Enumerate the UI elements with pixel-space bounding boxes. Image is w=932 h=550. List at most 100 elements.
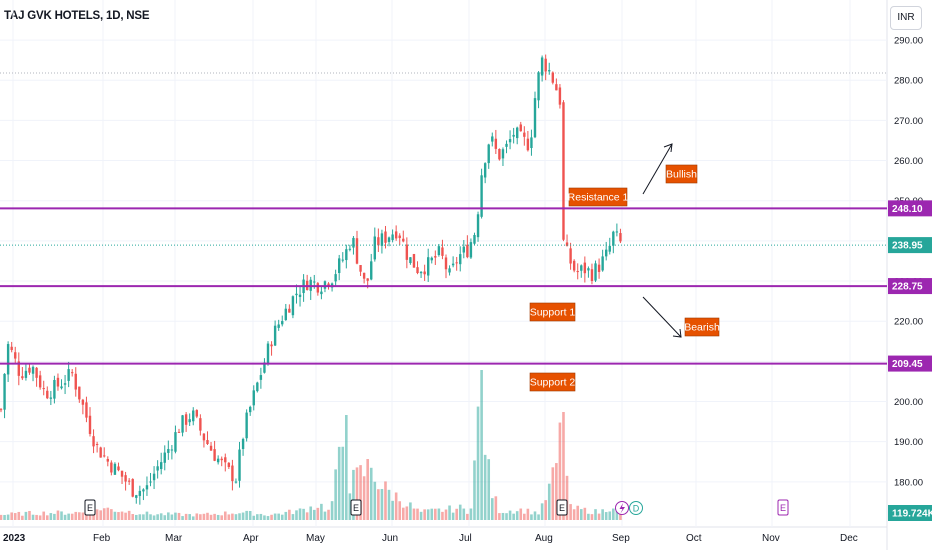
volume-bar — [572, 509, 576, 520]
earnings-marker — [556, 499, 568, 516]
volume-bar — [359, 465, 362, 520]
candle-body — [145, 485, 149, 490]
last-price-tag-bg — [888, 237, 932, 254]
candle-body — [184, 414, 188, 425]
candle-body — [572, 260, 576, 271]
volume-bar — [533, 511, 537, 520]
time-axis[interactable]: 2023 Feb Mar Apr May Jun Jul Aug Sep Oct Nov Dec — [3, 533, 858, 544]
volume-bar — [515, 511, 519, 520]
candle-body — [195, 410, 198, 417]
volume-bar — [231, 513, 234, 520]
volume-bar — [401, 507, 405, 520]
candle-body — [455, 262, 458, 264]
volume-bar — [373, 481, 377, 520]
candle-body — [56, 377, 60, 387]
candle-body — [209, 445, 213, 451]
currency-button[interactable]: INR — [890, 6, 922, 30]
candle-body — [127, 480, 131, 482]
volume-bar — [17, 511, 21, 520]
volume-bar — [434, 508, 437, 520]
candle-body — [291, 296, 295, 316]
candle-body — [241, 438, 245, 449]
candle-body — [224, 457, 227, 463]
volume-bar — [487, 459, 491, 520]
candle-body — [523, 132, 526, 137]
x-tick-label: May — [306, 533, 325, 544]
lightning-icon — [619, 503, 625, 514]
volume-bar — [498, 513, 501, 520]
candle-body — [597, 264, 601, 272]
candle-body — [252, 390, 255, 406]
volume-bar — [184, 513, 188, 520]
volume-bar — [412, 508, 416, 520]
volume-bar — [234, 514, 238, 520]
volume-bar — [127, 510, 131, 520]
volume-bar — [448, 505, 451, 520]
candle-body — [423, 271, 426, 275]
chart-title: TAJ GVK HOTELS, 1D, NSE — [4, 10, 150, 22]
volume-bar — [273, 513, 277, 520]
candle-body — [615, 231, 619, 233]
volume-bar — [519, 508, 523, 520]
volume-bar — [106, 507, 110, 520]
candle-body — [156, 466, 159, 471]
candle-body — [576, 271, 579, 273]
candle-body — [53, 380, 56, 399]
volume-price-tag: 119.724K — [892, 509, 932, 520]
volume-bar — [455, 508, 458, 520]
candle-body — [562, 102, 565, 240]
candle-body — [199, 418, 202, 431]
candle-body — [24, 370, 28, 378]
volume-bar — [377, 489, 380, 520]
candle-body — [594, 263, 597, 281]
candle-body — [60, 386, 63, 389]
price-axis[interactable]: 290.00280.00270.00260.00250.00240.00230.… — [894, 36, 923, 489]
support-1-price-tag-bg — [888, 278, 932, 295]
event-markers[interactable]: E E E ED — [84, 499, 789, 516]
volume-bar — [13, 513, 17, 520]
candle-body — [352, 237, 355, 248]
candle-body — [491, 136, 494, 142]
candle-body — [548, 70, 551, 72]
volume-bar — [241, 512, 245, 520]
candle-body — [601, 256, 604, 271]
bullish-label-bg — [665, 164, 698, 184]
candle-body — [327, 283, 330, 287]
candle-body — [341, 259, 344, 261]
volume-bar — [21, 515, 24, 520]
volume-bar — [63, 514, 67, 520]
volume-bar — [270, 514, 273, 520]
candle-body — [459, 254, 462, 265]
price-tags: 248.10 238.95 228.75 209.45 119.724K — [888, 200, 932, 521]
volume-bar — [191, 516, 195, 520]
volume-bar — [594, 509, 597, 520]
candle-body — [619, 233, 622, 242]
volume-bar — [576, 505, 580, 520]
candle-body — [21, 376, 24, 379]
grid-lines — [0, 0, 888, 550]
volume-bar — [330, 501, 334, 520]
candle-body — [412, 254, 416, 268]
volume-bar — [256, 514, 259, 520]
y-tick-label: 180.00 — [894, 477, 923, 488]
volume-bar — [604, 512, 608, 520]
candle-body — [501, 149, 505, 159]
candle-body — [380, 233, 384, 246]
volume-bar — [398, 501, 402, 520]
candle-body — [192, 410, 195, 422]
candle-body — [85, 402, 88, 418]
candle-body — [402, 238, 405, 242]
candle-body — [612, 231, 615, 246]
candle-body — [519, 124, 522, 132]
volume-bar — [277, 513, 280, 520]
volume-bar — [587, 513, 590, 520]
candle-body — [270, 344, 273, 347]
y-tick-label: 200.00 — [894, 397, 923, 408]
volume-bar — [238, 513, 241, 520]
volume-bar — [102, 508, 106, 520]
volume-bar — [252, 515, 256, 520]
candle-body — [505, 143, 508, 147]
candle-body — [92, 436, 95, 447]
volume-bar — [156, 514, 159, 520]
